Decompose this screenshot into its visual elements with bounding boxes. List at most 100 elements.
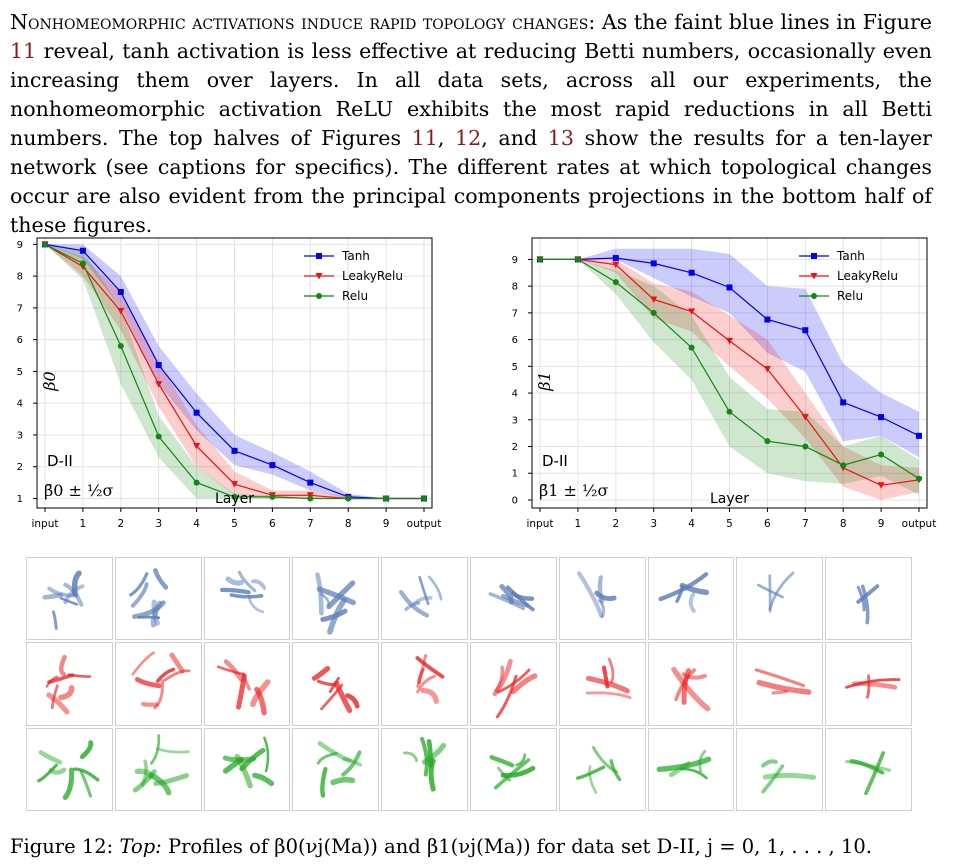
data-point xyxy=(117,308,125,315)
point-cloud xyxy=(656,749,711,779)
x-axis-label: Layer xyxy=(215,491,254,507)
x-tick-label: 5 xyxy=(726,518,733,530)
figure-reference[interactable]: 13 xyxy=(547,126,574,150)
pca-thumbnail-relu xyxy=(825,727,912,811)
betti0-chart: 1 2 3 4 5 6 7 8 9 input 1 2 3 4 5 6 7 8 9 output Layer β0 D-II… xyxy=(0,230,445,540)
point-cloud-stroke xyxy=(128,572,149,597)
data-point xyxy=(916,432,922,439)
pca-projection-grid xyxy=(26,557,914,813)
point-cloud xyxy=(492,659,538,719)
point-cloud-stroke xyxy=(597,575,605,604)
pca-thumbnail-relu xyxy=(470,727,557,811)
point-cloud-stroke xyxy=(73,767,100,782)
x-tick-label: 2 xyxy=(117,518,124,530)
y-tick-label: 2 xyxy=(512,442,518,453)
point-cloud-stroke xyxy=(656,756,711,772)
pca-thumbnail-leaky xyxy=(558,642,646,726)
point-cloud-stroke xyxy=(761,763,785,793)
point-cloud-stroke xyxy=(219,587,251,595)
point-cloud-stroke xyxy=(155,746,190,754)
y-axis-label: β0 xyxy=(40,371,59,391)
point-cloud-stroke xyxy=(754,668,806,688)
point-cloud-stroke xyxy=(46,692,70,715)
point-cloud-stroke xyxy=(315,572,325,616)
pca-thumbnail-tanh xyxy=(736,557,824,641)
point-cloud-stroke xyxy=(601,665,610,689)
point-cloud xyxy=(45,655,92,715)
pca-thumbnail-leaky xyxy=(292,642,380,726)
point-cloud-stroke xyxy=(330,776,356,785)
x-tick-label: 4 xyxy=(688,518,695,530)
point-cloud-stroke xyxy=(756,680,812,696)
point-cloud-stroke xyxy=(510,673,538,695)
point-cloud-stroke xyxy=(422,742,447,765)
point-cloud-stroke xyxy=(262,736,269,772)
point-cloud xyxy=(131,651,191,710)
data-point xyxy=(726,337,733,345)
data-point xyxy=(764,438,771,445)
point-cloud xyxy=(317,740,363,798)
point-cloud-stroke xyxy=(501,593,530,608)
point-cloud-stroke xyxy=(320,592,331,607)
point-cloud-stroke xyxy=(420,736,430,777)
point-cloud xyxy=(845,750,892,795)
chart-svg: 0 1 2 3 4 5 6 7 8 9 input 1 2 3 4 5 6 7 8 9 output Layer β1 D-I… xyxy=(512,237,936,530)
figure-reference[interactable]: 12 xyxy=(455,126,482,150)
x-tick-label: 1 xyxy=(575,518,582,530)
data-point xyxy=(802,443,809,450)
point-cloud-stroke xyxy=(416,675,437,694)
x-tick-label: 8 xyxy=(345,518,352,530)
point-cloud xyxy=(488,584,535,612)
point-cloud-stroke xyxy=(223,659,244,683)
point-cloud-stroke xyxy=(856,585,866,612)
point-cloud-stroke xyxy=(670,667,710,712)
paragraph-heading: Nonhomeomorphic activations induce rapid… xyxy=(10,10,596,34)
point-cloud-stroke xyxy=(342,756,363,767)
point-cloud xyxy=(489,752,536,790)
y-tick-label: 4 xyxy=(17,399,23,410)
point-cloud-stroke xyxy=(761,758,779,768)
data-point xyxy=(764,316,771,323)
point-cloud-stroke xyxy=(416,654,428,689)
legend-label: Relu xyxy=(342,289,368,303)
legend-label: LeakyRelu xyxy=(342,269,403,283)
point-cloud-stroke xyxy=(149,733,160,765)
y-tick-label: 0 xyxy=(512,495,518,506)
paragraph-text: As the faint blue lines in Figure xyxy=(595,10,932,34)
data-point xyxy=(726,408,733,415)
figure-reference[interactable]: 11 xyxy=(411,126,438,150)
point-cloud-stroke xyxy=(515,752,527,767)
data-point xyxy=(916,475,922,482)
y-tick-label: 5 xyxy=(17,367,23,378)
dataset-annotation: D-II xyxy=(47,452,73,470)
data-point xyxy=(155,433,162,440)
pca-thumbnail-leaky xyxy=(825,642,912,726)
point-cloud-stroke xyxy=(79,739,94,759)
legend-marker xyxy=(811,253,817,259)
data-point xyxy=(383,495,390,502)
point-cloud-stroke xyxy=(757,583,785,599)
pca-thumbnail-leaky xyxy=(114,642,202,726)
pca-thumbnail-relu xyxy=(647,727,735,811)
point-cloud xyxy=(312,666,360,714)
pca-thumbnail-tanh xyxy=(381,557,468,641)
point-cloud-stroke xyxy=(864,750,886,795)
point-cloud-stroke xyxy=(585,691,632,700)
point-cloud-stroke xyxy=(327,597,348,635)
y-tick-label: 1 xyxy=(512,469,518,480)
legend-marker xyxy=(316,293,322,299)
data-point xyxy=(231,493,238,500)
legend-marker xyxy=(811,293,817,299)
point-cloud xyxy=(585,658,632,700)
point-cloud-stroke xyxy=(607,658,615,685)
data-point xyxy=(650,296,658,303)
data-point xyxy=(688,308,696,316)
x-tick-label: input xyxy=(526,518,553,530)
x-tick-label: 3 xyxy=(650,518,657,530)
point-cloud xyxy=(757,571,795,613)
point-cloud-stroke xyxy=(866,674,871,699)
data-point xyxy=(612,279,619,286)
figure-reference[interactable]: 11 xyxy=(10,39,37,63)
data-point xyxy=(307,495,314,502)
point-cloud-stroke xyxy=(576,571,604,618)
